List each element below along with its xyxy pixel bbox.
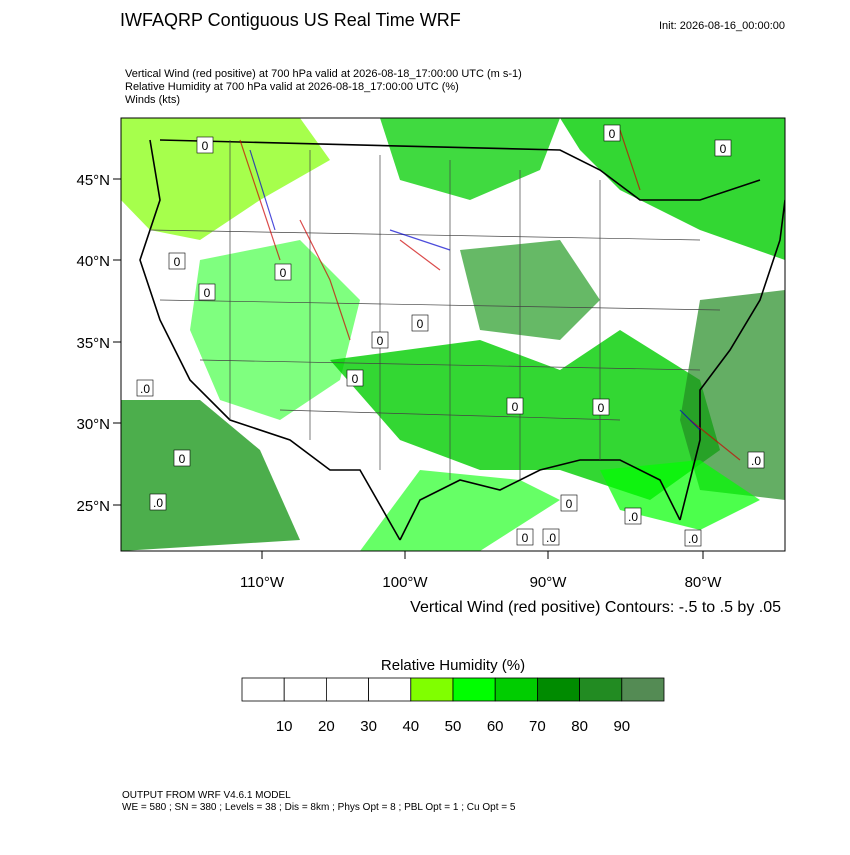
contour-label-box	[173, 449, 191, 467]
colorbar-label: 90	[613, 718, 630, 735]
contour-label-box	[346, 369, 364, 387]
contour-label: 0	[202, 139, 209, 153]
contour-label: 0	[417, 317, 424, 331]
colorbar-label: 30	[360, 718, 377, 735]
colorbar-label: 40	[402, 718, 419, 735]
lat-label: 40°N	[76, 253, 110, 270]
header-line: Vertical Wind (red positive) at 700 hPa …	[125, 68, 522, 80]
contour-label-box	[592, 398, 610, 416]
contour-label-box	[542, 528, 560, 546]
contour-label-box	[198, 283, 216, 301]
colorbar-box	[621, 677, 665, 702]
colorbar-title: Relative Humidity (%)	[381, 657, 525, 674]
colorbar-box	[452, 677, 496, 702]
title: IWFAQRP Contiguous US Real Time WRF	[120, 10, 461, 30]
colorbar-label: 20	[318, 718, 335, 735]
contour-label: .0	[628, 510, 638, 524]
colorbar-box	[325, 677, 369, 702]
contour-label: 0	[204, 286, 211, 300]
contour-label: 0	[512, 400, 519, 414]
contour-label: 0	[174, 255, 181, 269]
colorbar-box	[410, 677, 454, 702]
header-line: Winds (kts)	[125, 94, 180, 106]
colorbar-label: 70	[529, 718, 546, 735]
colorbar-box	[494, 677, 538, 702]
contour-label: .0	[751, 454, 761, 468]
contour-label-box	[274, 263, 292, 281]
contour-label-box	[506, 397, 524, 415]
contour-label: .0	[546, 531, 556, 545]
contour-label: 0	[609, 127, 616, 141]
contour-label: 0	[598, 401, 605, 415]
contour-label-box	[714, 139, 732, 157]
contour-label-box	[603, 124, 621, 142]
lon-label: 100°W	[382, 574, 428, 591]
contour-label-box	[411, 314, 429, 332]
contour-label-box	[624, 507, 642, 525]
footer-line: OUTPUT FROM WRF V4.6.1 MODEL	[122, 790, 291, 801]
colorbar-box	[283, 677, 327, 702]
contour-label-box	[747, 451, 765, 469]
contour-label-box	[168, 252, 186, 270]
contour-label: 0	[352, 372, 359, 386]
lon-label: 90°W	[530, 574, 568, 591]
colorbar-label: 50	[445, 718, 462, 735]
map-frame	[120, 117, 786, 552]
contour-label: 0	[179, 452, 186, 466]
lat-label: 25°N	[76, 498, 110, 515]
lat-label: 45°N	[76, 172, 110, 189]
lat-label: 35°N	[76, 335, 110, 352]
contour-label: 0	[720, 142, 727, 156]
footer-line: WE = 580 ; SN = 380 ; Levels = 38 ; Dis …	[122, 802, 516, 813]
contour-label-box	[684, 529, 702, 547]
map-field	[121, 118, 785, 551]
colorbar-box	[241, 677, 285, 702]
colorbar-box	[537, 677, 581, 702]
colorbar-label: 80	[571, 718, 588, 735]
contour-label: 0	[377, 334, 384, 348]
contour-label: 0	[522, 531, 529, 545]
contour-label: .0	[153, 496, 163, 510]
init-time: Init: 2026-08-16_00:00:00	[659, 20, 785, 32]
contour-label-box	[516, 528, 534, 546]
colorbar-box	[579, 677, 623, 702]
contour-label-box	[560, 494, 578, 512]
contour-label-box	[196, 136, 214, 154]
header-line: Relative Humidity at 700 hPa valid at 20…	[125, 81, 459, 93]
contour-label-box	[136, 379, 154, 397]
contour-label: .0	[688, 532, 698, 546]
contour-label: 0	[566, 497, 573, 511]
colorbar-box	[368, 677, 412, 702]
contour-label-box	[371, 331, 389, 349]
lat-label: 30°N	[76, 416, 110, 433]
lon-label: 80°W	[685, 574, 723, 591]
contour-label: 0	[280, 266, 287, 280]
contour-label: .0	[140, 382, 150, 396]
contour-label-box	[149, 493, 167, 511]
lon-label: 110°W	[240, 574, 285, 591]
contour-caption: Vertical Wind (red positive) Contours: -…	[410, 599, 781, 616]
colorbar-label: 10	[276, 718, 293, 735]
colorbar-label: 60	[487, 718, 504, 735]
